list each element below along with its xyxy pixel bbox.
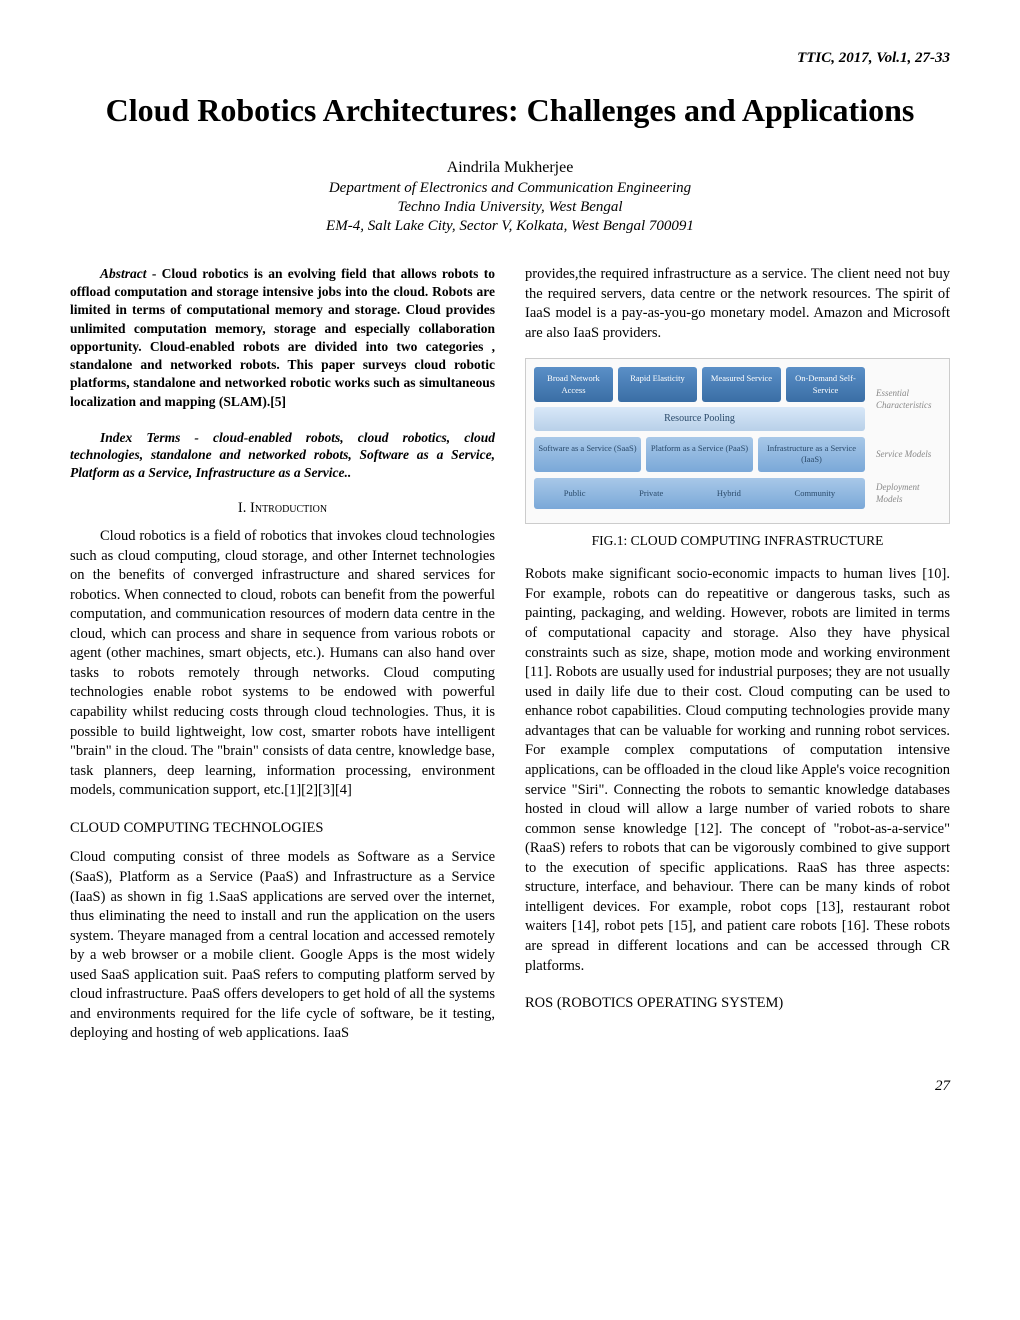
index-terms-block: Index Terms - cloud-enabled robots, clou… [70,429,495,482]
subsection-cloud-computing: CLOUD COMPUTING TECHNOLOGIES [70,819,495,839]
right-column: provides,the required infrastructure as … [525,265,950,1048]
figure-cloud-row: Public Private Hybrid Community [534,478,865,509]
figure-box-paas: Platform as a Service (PaaS) [646,437,753,472]
paper-title: Cloud Robotics Architectures: Challenges… [70,92,950,129]
figure-box-elasticity: Rapid Elasticity [618,367,697,402]
figure-cloud-private: Private [631,484,671,503]
author-university: Techno India University, West Bengal [70,199,950,216]
header-citation: TTIC, 2017, Vol.1, 27-33 [70,50,950,67]
figure-label-service: Service Models [871,448,941,460]
figure-box-iaas: Infrastructure as a Service (IaaS) [758,437,865,472]
figure-cloud-community: Community [787,484,844,503]
author-address: EM-4, Salt Lake City, Sector V, Kolkata,… [70,218,950,235]
cloud-figure-diagram: Broad Network Access Rapid Elasticity Me… [525,358,950,524]
author-name: Aindrila Mukherjee [70,159,950,177]
figure-row-3: Public Private Hybrid Community Deployme… [534,478,941,509]
figure-cloud-hybrid: Hybrid [709,484,749,503]
figure-label-essential: Essential Characteristics [871,387,941,411]
figure-box-ondemand: On-Demand Self-Service [786,367,865,402]
intro-paragraph: Cloud robotics is a field of robotics th… [70,527,495,801]
figure-row-2: Software as a Service (SaaS) Platform as… [534,437,941,472]
iaas-continuation-paragraph: provides,the required infrastructure as … [525,265,950,343]
abstract-label: Abstract [100,266,147,281]
figure-row-1: Broad Network Access Rapid Elasticity Me… [534,367,941,430]
robots-impacts-paragraph: Robots make significant socio-economic i… [525,565,950,976]
content-columns: Abstract - Cloud robotics is an evolving… [70,265,950,1048]
cloud-computing-paragraph: Cloud computing consist of three models … [70,848,495,1044]
section-heading-introduction: I. Introduction [70,499,495,519]
figure-service-boxes: Software as a Service (SaaS) Platform as… [534,437,865,472]
figure-resource-pooling: Resource Pooling [534,407,865,431]
figure-box-saas: Software as a Service (SaaS) [534,437,641,472]
figure-1: Broad Network Access Rapid Elasticity Me… [525,358,950,550]
subsection-ros: ROS (ROBOTICS OPERATING SYSTEM) [525,994,950,1014]
author-dept: Department of Electronics and Communicat… [70,180,950,197]
figure-1-caption: FIG.1: CLOUD COMPUTING INFRASTRUCTURE [525,532,950,550]
figure-box-measured: Measured Service [702,367,781,402]
figure-essential-boxes: Broad Network Access Rapid Elasticity Me… [534,367,865,402]
abstract-text: - Cloud robotics is an evolving field th… [70,266,495,409]
figure-cloud-public: Public [556,484,594,503]
figure-label-deployment: Deployment Models [871,481,941,505]
index-terms-label: Index Terms [100,430,180,445]
abstract-block: Abstract - Cloud robotics is an evolving… [70,265,495,411]
figure-row-1-main: Broad Network Access Rapid Elasticity Me… [534,367,865,430]
figure-box-network-access: Broad Network Access [534,367,613,402]
page-number: 27 [70,1078,950,1095]
figure-deployment-main: Public Private Hybrid Community [534,478,865,509]
left-column: Abstract - Cloud robotics is an evolving… [70,265,495,1048]
